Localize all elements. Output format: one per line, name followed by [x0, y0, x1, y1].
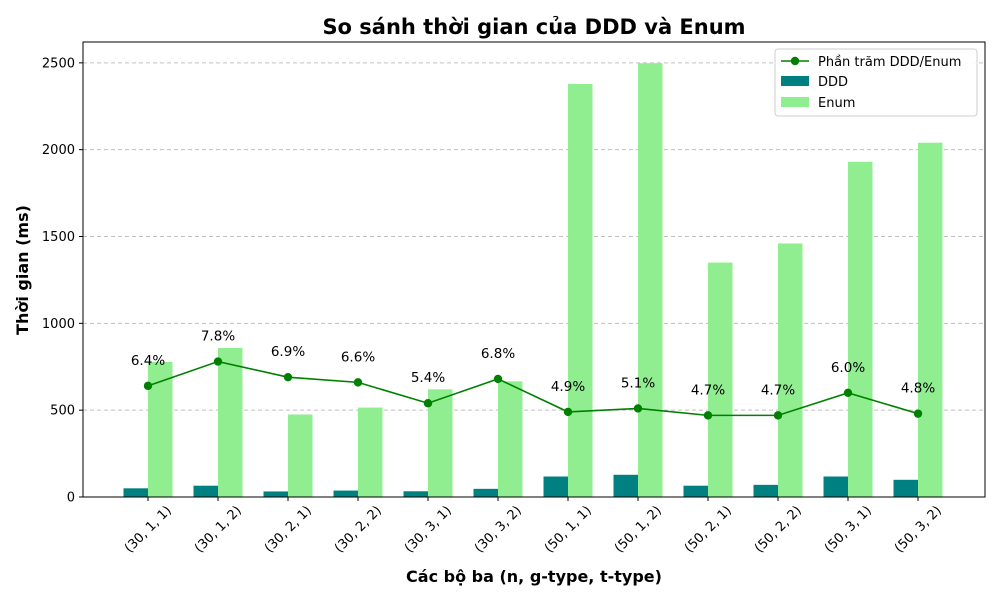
bar-enum — [218, 347, 243, 497]
x-axis-label: Các bộ ba (n, g-type, t-type) — [406, 567, 662, 586]
y-axis: 0 500 1000 1500 2000 2500 — [42, 56, 83, 506]
bar-ddd — [683, 485, 708, 497]
percent-data-label: 5.4% — [411, 370, 445, 386]
bar-enum — [568, 84, 593, 497]
x-tick-label: (30, 3, 2) — [472, 503, 525, 556]
percent-line — [147, 360, 919, 417]
bar-ddd — [403, 491, 428, 497]
x-axis: (30, 1, 1) (30, 1, 2) (30, 2, 1) (30, 2, 2)… — [122, 497, 945, 556]
legend-label-ddd: DDD — [818, 75, 848, 90]
x-tick-label: (50, 2, 2) — [752, 503, 805, 556]
percent-data-label: 6.6% — [341, 349, 375, 365]
x-tick-label: (50, 2, 1) — [682, 503, 735, 556]
y-tick-label: 2500 — [42, 56, 75, 71]
percent-data-label: 4.8% — [901, 381, 935, 397]
bar-ddd — [123, 488, 148, 497]
percent-data-label: 4.7% — [761, 382, 795, 398]
percent-point — [773, 411, 783, 420]
percent-point — [913, 409, 923, 418]
bar-ddd — [753, 484, 778, 497]
bar-ddd — [823, 476, 848, 497]
x-tick-label: (50, 1, 1) — [542, 503, 595, 556]
bar-enum — [638, 63, 663, 498]
percent-data-label: 5.1% — [621, 375, 655, 391]
bar-ddd — [893, 479, 918, 497]
bar-enum — [778, 243, 803, 497]
percent-point — [143, 381, 153, 391]
percent-data-label: 7.8% — [201, 329, 235, 345]
bar-enum — [358, 407, 383, 497]
y-tick-label: 1000 — [42, 317, 75, 332]
percent-point — [353, 378, 363, 387]
legend-label-enum: Enum — [818, 96, 855, 111]
bar-ddd — [193, 485, 218, 497]
bar-ddd — [333, 490, 358, 497]
x-tick-label: (30, 3, 1) — [402, 503, 455, 556]
plot-frame — [82, 41, 986, 498]
legend: Phần trăm DDD/Enum DDD Enum — [774, 48, 978, 117]
y-axis-label: Thời gian (ms) — [13, 205, 32, 335]
y-tick-label: 1500 — [42, 230, 75, 245]
grid-lines — [83, 62, 985, 411]
x-tick-label: (30, 1, 2) — [192, 503, 245, 556]
bar-enum — [848, 161, 873, 497]
percent-data-label: 4.7% — [691, 382, 725, 398]
bars-group — [123, 63, 943, 498]
x-tick-label: (30, 1, 1) — [122, 503, 175, 556]
percent-point — [283, 372, 293, 382]
legend-label-percent: Phần trăm DDD/Enum — [818, 55, 961, 70]
percent-point — [703, 411, 713, 420]
x-tick-label: (30, 2, 1) — [262, 503, 315, 556]
x-tick-label: (50, 1, 2) — [612, 503, 665, 556]
y-tick-label: 2000 — [42, 143, 75, 158]
bar-enum — [428, 389, 453, 497]
percent-point — [213, 357, 223, 366]
legend-box — [774, 48, 978, 117]
bar-enum — [288, 414, 313, 497]
chart-title: So sánh thời gian của DDD và Enum — [322, 15, 745, 39]
x-tick-label: (50, 3, 1) — [822, 503, 875, 556]
x-tick-label: (30, 2, 2) — [332, 503, 385, 556]
bar-enum — [918, 142, 943, 497]
bar-enum — [708, 262, 733, 497]
bar-enum — [498, 381, 523, 497]
x-tick-label: (50, 3, 2) — [892, 503, 945, 556]
percent-point — [423, 399, 433, 408]
legend-swatch-enum — [781, 97, 809, 107]
y-tick-label: 0 — [67, 491, 75, 506]
percent-data-label: 4.9% — [551, 379, 585, 395]
bar-ddd — [473, 488, 498, 497]
legend-swatch-ddd — [781, 76, 809, 86]
bar-ddd — [543, 476, 568, 497]
bar-ddd — [613, 474, 638, 497]
percent-point — [493, 374, 503, 384]
percent-point — [843, 388, 853, 398]
percent-point — [633, 404, 643, 413]
legend-line-marker — [790, 56, 800, 66]
percent-data-label: 6.8% — [481, 346, 515, 362]
bar-ddd — [263, 491, 288, 497]
percent-data-label: 6.4% — [131, 353, 165, 369]
percent-line-group: 6.4% 7.8% 6.9% 6.6% 5.4% 6.8% 4.9% 5.1% 4.7% 4.7%… — [131, 329, 935, 420]
percent-data-label: 6.9% — [271, 344, 305, 360]
percent-data-label: 6.0% — [831, 360, 865, 376]
y-tick-label: 500 — [50, 404, 75, 419]
percent-point — [563, 407, 573, 417]
